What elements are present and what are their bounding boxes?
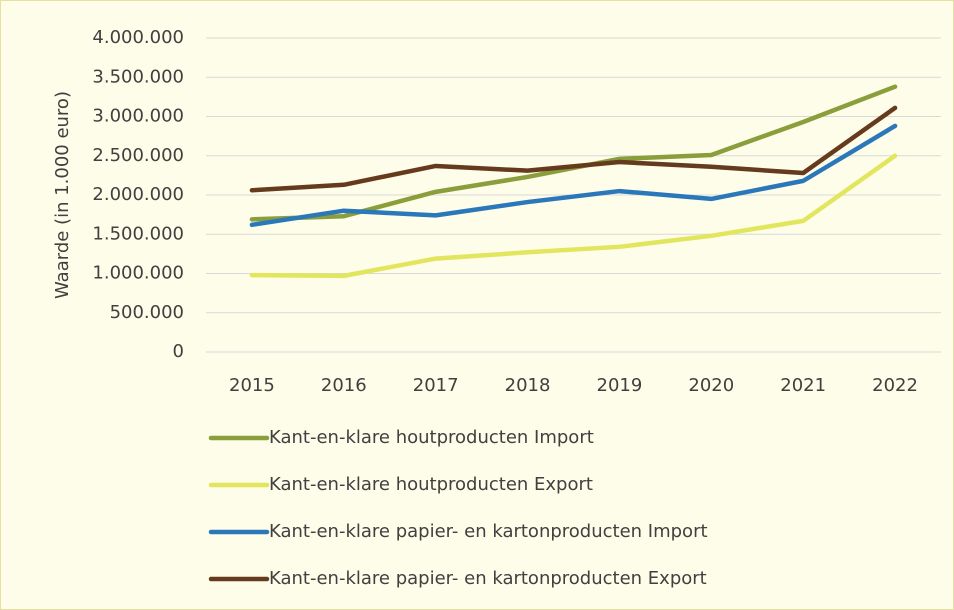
data-line [249,105,898,193]
legend-label: Kant-en-klare papier- en kartonproducten… [269,568,707,589]
data-line [249,153,898,279]
legend-label: Kant-en-klare papier- en kartonproducten… [269,521,708,542]
y-axis-label: Waarde (in 1.000 euro) [52,91,73,299]
data-line [249,84,898,222]
x-tick-label: 2017 [413,375,459,396]
y-tick-label: 1.500.000 [92,223,184,244]
x-tick-label: 2022 [872,375,918,396]
data-line [249,123,898,228]
y-tick-label: 4.000.000 [92,27,184,48]
x-tick-label: 2020 [688,375,734,396]
x-tick-label: 2021 [780,375,826,396]
y-tick-label: 2.500.000 [92,145,184,166]
x-tick-label: 2019 [597,375,643,396]
x-tick-label: 2016 [321,375,367,396]
x-tick-label: 2015 [229,375,275,396]
y-tick-label: 3.000.000 [92,106,184,127]
y-tick-label: 3.500.000 [92,66,184,87]
y-tick-label: 1.000.000 [92,263,184,284]
y-tick-label: 2.000.000 [92,184,184,205]
legend-label: Kant-en-klare houtproducten Export [269,474,593,495]
y-tick-label: 500.000 [110,302,184,323]
y-tick-label: 0 [173,341,184,362]
x-tick-label: 2018 [505,375,551,396]
legend-label: Kant-en-klare houtproducten Import [269,427,594,448]
